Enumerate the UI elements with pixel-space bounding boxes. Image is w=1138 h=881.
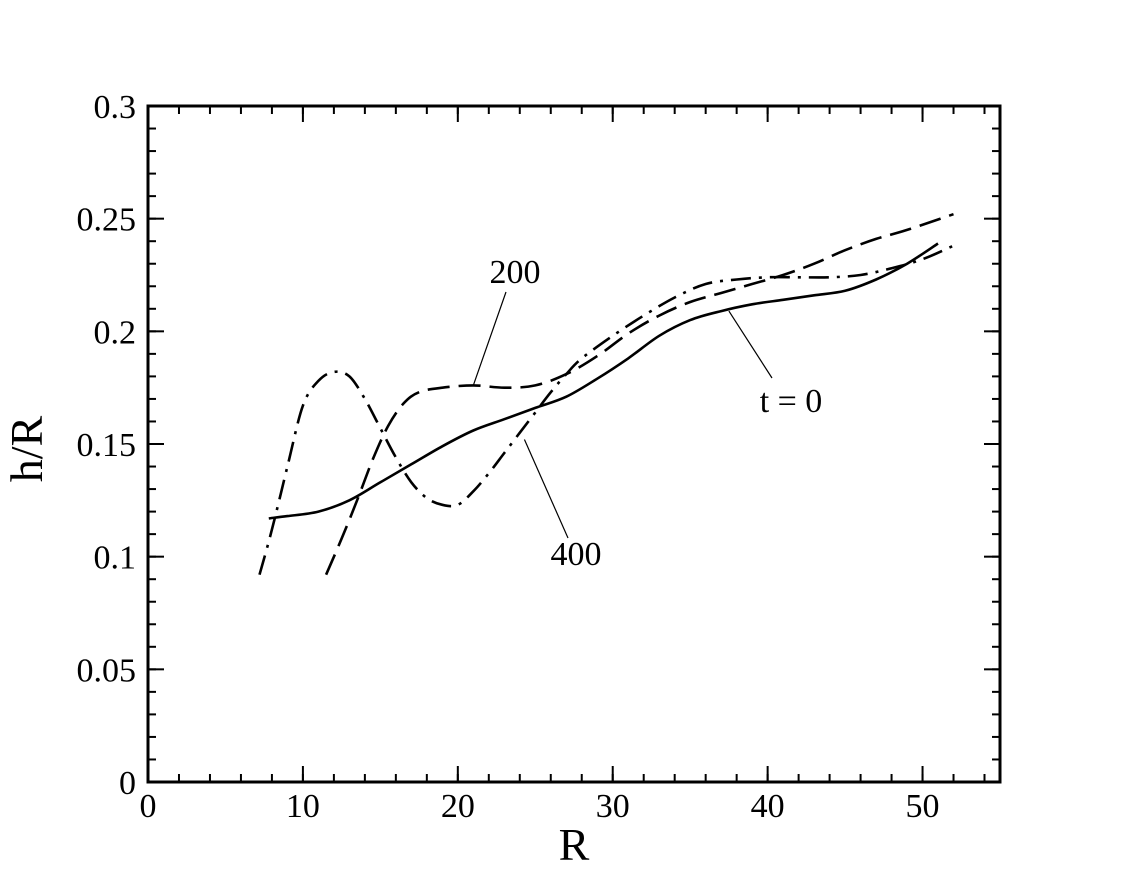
major-ticks — [147, 105, 1000, 783]
series-line-dashed — [324, 212, 954, 576]
annotation-label: t = 0 — [760, 383, 823, 420]
y-tick-label: 0.1 — [94, 540, 137, 577]
plot-frame — [146, 104, 1002, 784]
x-tick-label: 20 — [441, 788, 475, 825]
y-tick-label: 0.3 — [94, 89, 137, 126]
series-line-dashdot — [258, 244, 955, 576]
annotation-labels: 200 400 t = 0 — [490, 254, 823, 573]
x-tick-label: 40 — [751, 788, 785, 825]
x-tick-label: 30 — [596, 788, 630, 825]
x-tick-label: 50 — [906, 788, 940, 825]
tick-labels: 0 10 20 30 40 50 0 0.05 0.1 0.15 0.2 0.25 0.3 — [77, 89, 940, 825]
y-tick-label: 0.25 — [77, 202, 137, 239]
series-group — [258, 212, 955, 576]
y-tick-label: 0.15 — [77, 427, 137, 464]
annotation-leader — [472, 291, 507, 386]
y-tick-label: 0.2 — [94, 314, 137, 351]
y-tick-label: 0.05 — [77, 652, 137, 689]
annotation-leaders — [472, 291, 773, 539]
annotation-label: 400 — [551, 536, 602, 573]
minor-ticks — [147, 105, 1000, 783]
x-tick-label: 0 — [140, 788, 157, 825]
y-axis-label: h/R — [1, 415, 52, 482]
annotation-leader — [728, 310, 773, 379]
y-tick-label: 0 — [119, 765, 136, 802]
annotation-label: 200 — [490, 254, 541, 291]
x-tick-label: 10 — [286, 788, 320, 825]
series-line-solid — [268, 242, 939, 520]
x-axis-label: R — [559, 819, 590, 870]
annotation-leader — [523, 439, 569, 539]
